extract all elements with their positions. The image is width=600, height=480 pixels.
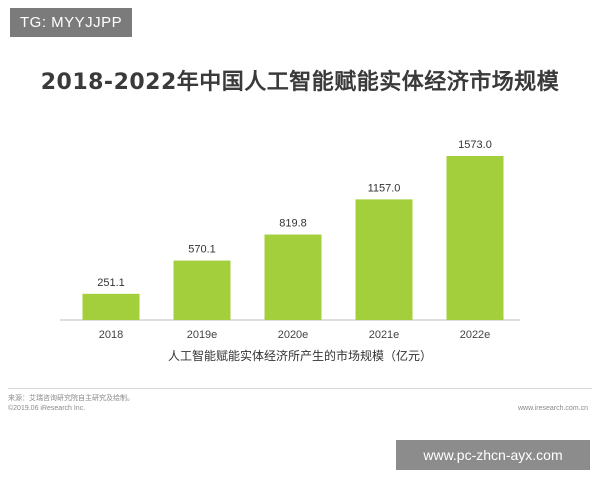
value-label-2021e: 1157.0: [368, 182, 401, 194]
tick-label-2019e: 2019e: [187, 329, 218, 341]
website-note: www.iresearch.com.cn: [517, 405, 588, 412]
tick-label-2021e: 2021e: [369, 329, 400, 341]
tick-label-2018: 2018: [99, 329, 123, 341]
value-label-2022e: 1573.0: [458, 139, 492, 151]
bar-2020e: [264, 234, 322, 320]
footer-divider: [8, 388, 592, 389]
source-note: 来源：艾瑞咨询研究院自主研究及绘制。: [8, 394, 134, 402]
tg-badge: TG: MYYJJPP: [10, 8, 133, 37]
bar-2021e: [355, 199, 413, 320]
x-axis-label: 人工智能赋能实体经济所产生的市场规模（亿元）: [167, 349, 432, 363]
tick-label-2020e: 2020e: [278, 329, 309, 341]
tick-label-2022e: 2022e: [460, 329, 491, 341]
value-label-2019e: 570.1: [188, 244, 216, 256]
watermark-banner: www.pc-zhcn-ayx.com: [396, 440, 590, 470]
bar-2019e: [173, 260, 231, 320]
chart-title: 2018-2022年中国人工智能赋能实体经济市场规模: [40, 70, 560, 95]
bar-2022e: [446, 156, 504, 320]
value-label-2020e: 819.8: [279, 218, 307, 230]
copyright-note: ©2019.06 iResearch Inc.: [8, 405, 86, 412]
value-label-2018: 251.1: [97, 277, 125, 289]
bar-2018: [82, 293, 140, 320]
